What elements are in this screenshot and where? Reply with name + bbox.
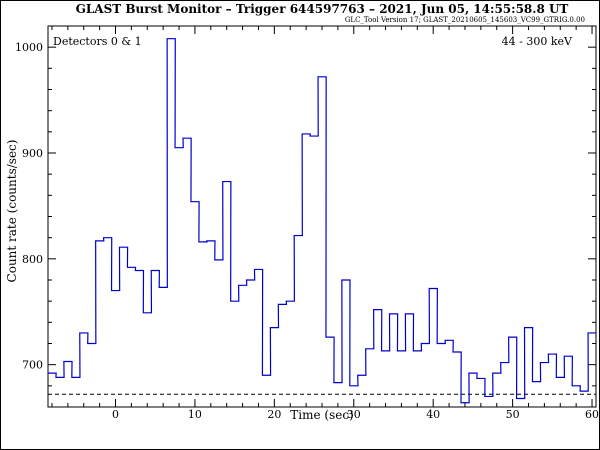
chart-subtitle: GLC_Tool Version 17; GLAST_20210605_1456… bbox=[345, 16, 585, 24]
y-tick-label: 700 bbox=[22, 359, 43, 372]
y-tick-label: 800 bbox=[22, 253, 43, 266]
x-tick-label: 50 bbox=[506, 408, 520, 421]
chart-title: GLAST Burst Monitor – Trigger 644597763 … bbox=[76, 2, 569, 16]
annotation-energy-range: 44 - 300 keV bbox=[502, 35, 573, 48]
x-tick-label: 30 bbox=[347, 408, 361, 421]
y-tick-label: 900 bbox=[22, 147, 43, 160]
x-tick-label: 0 bbox=[112, 408, 119, 421]
x-tick-label: 20 bbox=[267, 408, 281, 421]
x-tick-label: 10 bbox=[188, 408, 202, 421]
y-axis-label: Count rate (counts/sec) bbox=[5, 140, 19, 283]
y-axis-ticks: 700 800 900 1000 bbox=[15, 25, 596, 408]
y-tick-label: 1000 bbox=[15, 41, 43, 54]
plot-area: 0 10 20 30 40 50 60 700 800 900 1000 bbox=[15, 25, 599, 421]
annotation-detectors: Detectors 0 & 1 bbox=[53, 35, 142, 48]
series-step-line bbox=[48, 38, 596, 404]
x-axis-ticks: 0 10 20 30 40 50 60 bbox=[51, 26, 599, 421]
x-tick-label: 60 bbox=[585, 408, 599, 421]
x-axis-label: Time (sec) bbox=[290, 408, 353, 422]
x-tick-label: 40 bbox=[426, 408, 440, 421]
